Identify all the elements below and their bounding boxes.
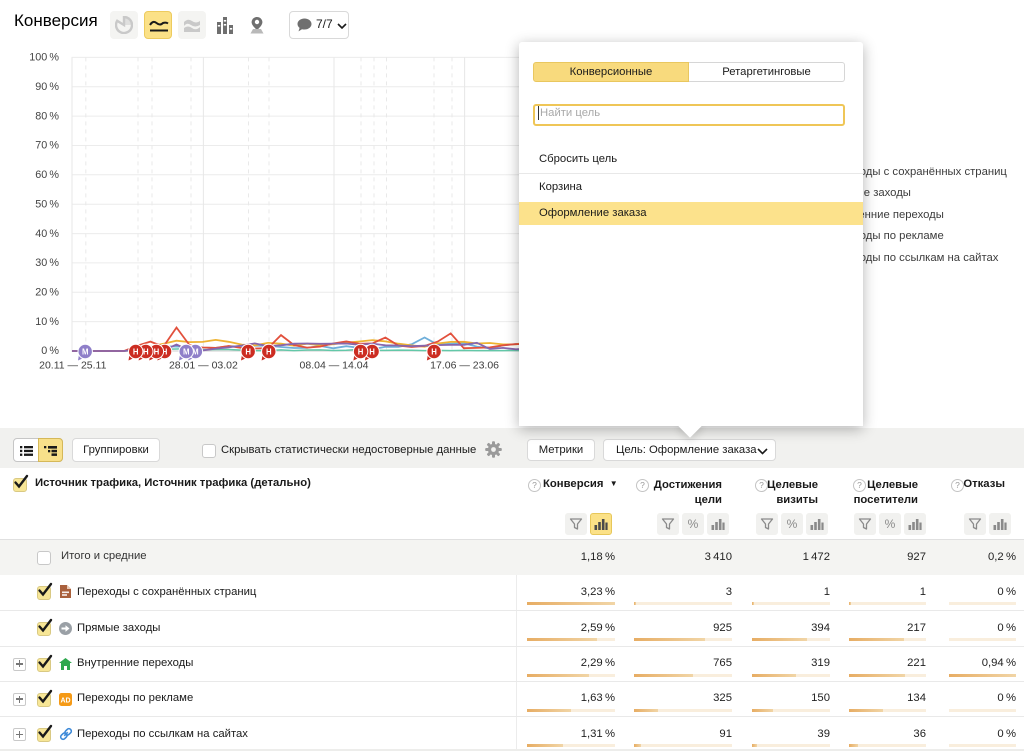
svg-text:Н: Н	[133, 348, 139, 357]
svg-text:20.11 — 25.11: 20.11 — 25.11	[39, 360, 106, 372]
svg-text:17.06 — 23.06: 17.06 — 23.06	[430, 360, 499, 372]
svg-text:AD: AD	[60, 697, 70, 704]
svg-text:Н: Н	[154, 348, 160, 357]
svg-text:20 %: 20 %	[35, 287, 59, 299]
svg-text:0 %: 0 %	[41, 345, 59, 357]
svg-text:70 %: 70 %	[35, 140, 59, 152]
svg-text:10 %: 10 %	[35, 316, 59, 328]
svg-text:50 %: 50 %	[35, 198, 59, 210]
svg-text:80 %: 80 %	[35, 110, 59, 122]
svg-text:Н: Н	[143, 348, 149, 357]
svg-text:28.01 — 03.02: 28.01 — 03.02	[169, 360, 238, 372]
svg-text:90 %: 90 %	[35, 81, 59, 93]
svg-text:08.04 — 14.04: 08.04 — 14.04	[300, 360, 369, 372]
svg-text:30 %: 30 %	[35, 257, 59, 269]
svg-text:М: М	[82, 348, 89, 357]
svg-text:100 %: 100 %	[29, 52, 59, 64]
svg-text:Н: Н	[162, 348, 168, 357]
svg-text:Н: Н	[266, 348, 272, 357]
svg-text:Н: Н	[431, 348, 437, 357]
svg-text:60 %: 60 %	[35, 169, 59, 181]
svg-text:40 %: 40 %	[35, 228, 59, 240]
svg-text:Н: Н	[369, 348, 375, 357]
svg-text:Н: Н	[358, 348, 364, 357]
svg-text:М: М	[183, 348, 190, 357]
svg-text:М: М	[192, 348, 199, 357]
svg-text:Н: Н	[245, 348, 251, 357]
